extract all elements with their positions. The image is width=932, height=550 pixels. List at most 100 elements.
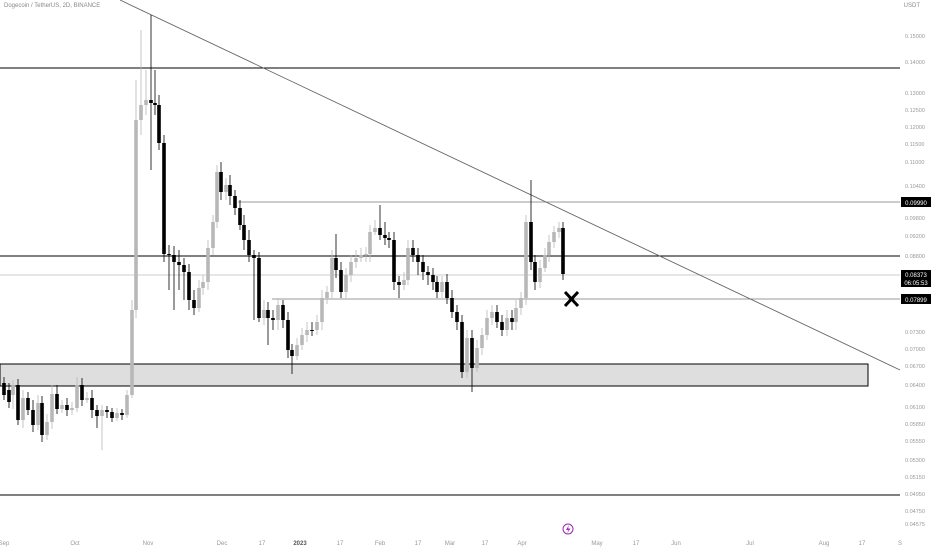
candle[interactable] — [105, 406, 109, 418]
candle[interactable] — [7, 383, 11, 408]
candle[interactable] — [262, 300, 266, 325]
candle[interactable] — [533, 255, 537, 290]
candle[interactable] — [315, 315, 319, 335]
candle[interactable] — [514, 300, 518, 330]
candle[interactable] — [286, 312, 290, 358]
candle[interactable] — [50, 385, 54, 429]
candle[interactable] — [182, 258, 186, 300]
candle[interactable] — [201, 275, 205, 295]
candle[interactable] — [276, 298, 280, 330]
candle[interactable] — [45, 414, 49, 440]
candle[interactable] — [561, 222, 565, 280]
candle[interactable] — [495, 305, 499, 328]
lightning-icon[interactable] — [562, 523, 574, 535]
candle[interactable] — [167, 245, 171, 290]
candle[interactable] — [543, 248, 547, 272]
candle[interactable] — [547, 235, 551, 262]
candle[interactable] — [271, 310, 275, 330]
candle[interactable] — [125, 390, 129, 418]
candle[interactable] — [85, 392, 89, 403]
candle[interactable] — [344, 268, 348, 298]
candle[interactable] — [153, 70, 157, 115]
candle[interactable] — [325, 286, 329, 304]
candle[interactable] — [475, 340, 479, 372]
candle[interactable] — [406, 240, 410, 285]
time-axis[interactable]: Sep Oct Nov Dec 17 2023 17 Feb 17 Mar 17 Apr May 17 Ju… — [0, 541, 902, 547]
candle[interactable] — [266, 302, 270, 345]
candle[interactable] — [300, 328, 304, 350]
candle[interactable] — [187, 264, 191, 310]
candle[interactable] — [552, 226, 556, 248]
candle[interactable] — [445, 274, 449, 304]
candle[interactable] — [206, 240, 210, 290]
candle[interactable] — [421, 255, 425, 280]
candle[interactable] — [359, 248, 363, 262]
candle[interactable] — [295, 338, 299, 360]
candlestick-series[interactable] — [2, 15, 565, 450]
candle[interactable] — [31, 400, 35, 432]
candle[interactable] — [90, 390, 94, 418]
candle[interactable] — [149, 15, 153, 170]
candle[interactable] — [465, 330, 469, 378]
candle[interactable] — [435, 276, 439, 298]
candle[interactable] — [305, 322, 309, 342]
candle[interactable] — [247, 230, 251, 262]
candle[interactable] — [373, 220, 377, 235]
candle[interactable] — [120, 409, 124, 420]
candle[interactable] — [320, 290, 324, 330]
candle[interactable] — [224, 178, 228, 200]
candle[interactable] — [460, 315, 464, 378]
candle[interactable] — [485, 310, 489, 340]
candle[interactable] — [192, 290, 196, 315]
candle[interactable] — [162, 135, 166, 262]
candle[interactable] — [70, 402, 74, 415]
candle[interactable] — [416, 248, 420, 275]
candle[interactable] — [144, 70, 148, 115]
candle[interactable] — [60, 400, 64, 413]
candle[interactable] — [55, 385, 59, 414]
candle[interactable] — [480, 328, 484, 355]
candle[interactable] — [238, 200, 242, 230]
candle[interactable] — [524, 215, 528, 305]
candle[interactable] — [100, 405, 104, 450]
demand-zone[interactable] — [0, 363, 869, 387]
candle[interactable] — [75, 377, 79, 412]
candle[interactable] — [330, 250, 334, 298]
candle[interactable] — [490, 305, 494, 325]
candle[interactable] — [339, 262, 343, 298]
candle[interactable] — [215, 165, 219, 228]
candle[interactable] — [505, 310, 509, 336]
candle[interactable] — [397, 276, 401, 298]
candle[interactable] — [11, 380, 15, 409]
candle[interactable] — [157, 95, 161, 150]
candle[interactable] — [510, 310, 514, 330]
candle[interactable] — [211, 215, 215, 255]
candle[interactable] — [557, 222, 561, 238]
candle[interactable] — [21, 390, 25, 428]
candle[interactable] — [80, 378, 84, 406]
candle[interactable] — [426, 266, 430, 285]
candle[interactable] — [228, 175, 232, 205]
candle[interactable] — [2, 377, 6, 400]
candle[interactable] — [529, 180, 533, 270]
candle[interactable] — [172, 246, 176, 310]
candle[interactable] — [290, 344, 294, 374]
candle[interactable] — [470, 330, 474, 392]
candle[interactable] — [40, 396, 44, 442]
candle[interactable] — [364, 247, 368, 262]
candle[interactable] — [219, 162, 223, 200]
candle[interactable] — [402, 272, 406, 290]
candle[interactable] — [16, 379, 20, 425]
candle[interactable] — [368, 225, 372, 262]
candle[interactable] — [349, 255, 353, 282]
candle[interactable] — [538, 260, 542, 288]
candle[interactable] — [257, 252, 261, 322]
candle[interactable] — [36, 395, 40, 430]
candle[interactable] — [26, 392, 30, 415]
candle[interactable] — [130, 300, 134, 398]
candle[interactable] — [334, 234, 338, 278]
candle[interactable] — [378, 205, 382, 240]
candle[interactable] — [431, 268, 435, 290]
candle[interactable] — [440, 276, 444, 298]
